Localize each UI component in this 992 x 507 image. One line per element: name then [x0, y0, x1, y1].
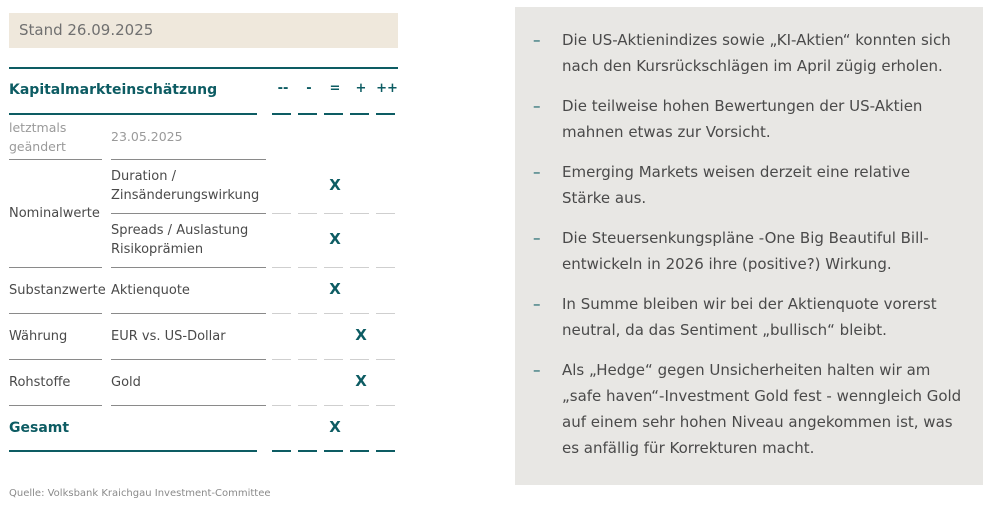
- row-rule-seg: [298, 267, 317, 268]
- dash-icon: –: [533, 295, 541, 313]
- table-title: Kapitalmarkteinschätzung: [9, 82, 218, 98]
- assessment-mark-duration: X: [329, 176, 341, 194]
- row-rule-seg: [324, 405, 343, 406]
- row-rule: [9, 359, 102, 360]
- row-rule-seg: [350, 213, 369, 214]
- item-eur-usd: EUR vs. US-Dollar: [111, 329, 226, 344]
- changed-label: letztmals geändert: [9, 120, 67, 154]
- row-rule-seg: [298, 359, 317, 360]
- header-rule-seg: [272, 113, 291, 115]
- row-rule-seg: [298, 313, 317, 314]
- row-rule: [111, 159, 266, 160]
- row-rule-seg: [324, 213, 343, 214]
- bullet-text: In Summe bleiben wir bei der Aktienquote…: [562, 295, 937, 339]
- market-assessment-table: Kapitalmarkteinschätzung -- - = + ++ let…: [9, 67, 398, 457]
- assessment-mark-aktienquote: X: [329, 280, 341, 298]
- row-rule-seg: [376, 213, 395, 214]
- item-duration: Duration / Zinsänderungswirkung: [111, 169, 260, 203]
- assessment-mark-spreads: X: [329, 230, 341, 248]
- total-label: Gesamt: [9, 420, 70, 436]
- row-rule: [111, 405, 266, 406]
- assessment-mark-eur-usd: X: [355, 326, 367, 344]
- scale-very-positive: ++: [376, 81, 398, 96]
- row-rule-seg: [272, 405, 291, 406]
- category-rohstoffe: Rohstoffe: [9, 375, 71, 390]
- item-gold: Gold: [111, 375, 141, 390]
- row-rule-seg: [298, 213, 317, 214]
- header-rule-seg: [376, 113, 395, 115]
- row-rule: [9, 405, 102, 406]
- row-rule-seg: [376, 313, 395, 314]
- row-rule: [9, 159, 102, 160]
- header-rule-seg: [324, 113, 343, 115]
- row-rule: [111, 313, 266, 314]
- row-rule-seg: [272, 213, 291, 214]
- assessment-mark-total: X: [329, 418, 341, 436]
- scale-positive: +: [355, 81, 367, 96]
- item-aktienquote: Aktienquote: [111, 283, 190, 298]
- total-rule-seg: [298, 450, 317, 452]
- row-rule: [9, 313, 102, 314]
- row-rule-seg: [324, 359, 343, 360]
- total-rule-seg: [324, 450, 343, 452]
- row-rule-seg: [324, 313, 343, 314]
- row-rule-seg: [272, 359, 291, 360]
- scale-very-negative: --: [277, 81, 289, 96]
- dash-icon: –: [533, 229, 541, 247]
- category-nominalwerte: Nominalwerte: [9, 206, 100, 221]
- row-rule-seg: [376, 359, 395, 360]
- row-rule-seg: [272, 267, 291, 268]
- bullet-text: Emerging Markets weisen derzeit eine rel…: [562, 163, 911, 207]
- row-rule-seg: [376, 405, 395, 406]
- row-rule-seg: [350, 267, 369, 268]
- date-banner: Stand 26.09.2025: [9, 13, 398, 48]
- row-rule-seg: [350, 359, 369, 360]
- total-rule: [9, 450, 257, 452]
- header-rule-seg: [350, 113, 369, 115]
- total-rule-seg: [376, 450, 395, 452]
- row-rule: [111, 267, 266, 268]
- assessment-mark-gold: X: [355, 372, 367, 390]
- header-rule: [9, 113, 257, 115]
- row-rule: [9, 267, 102, 268]
- scale-neutral: =: [329, 81, 341, 96]
- total-rule-seg: [350, 450, 369, 452]
- total-rule-seg: [272, 450, 291, 452]
- category-substanzwerte: Substanzwerte: [9, 283, 106, 298]
- dash-icon: –: [533, 31, 541, 49]
- commentary-panel: – Die US-Aktienindizes sowie „KI-Aktien“…: [515, 7, 983, 485]
- row-rule-seg: [298, 405, 317, 406]
- category-waehrung: Währung: [9, 329, 68, 344]
- row-rule-seg: [376, 267, 395, 268]
- row-rule: [111, 359, 266, 360]
- row-rule-seg: [350, 405, 369, 406]
- scale-negative: -: [306, 81, 312, 96]
- row-rule-seg: [324, 267, 343, 268]
- bullet-text: Die teilweise hohen Bewertungen der US-A…: [562, 97, 923, 141]
- source-note: Quelle: Volksbank Kraichgau Investment-C…: [9, 488, 271, 499]
- row-rule: [111, 213, 266, 214]
- dash-icon: –: [533, 361, 541, 379]
- bullet-text: Als „Hedge“ gegen Unsicherheiten halten …: [562, 361, 962, 457]
- row-rule-seg: [350, 313, 369, 314]
- table-top-rule: [9, 67, 398, 69]
- header-rule-seg: [298, 113, 317, 115]
- bullet-text: Die US-Aktienindizes sowie „KI-Aktien“ k…: [562, 31, 951, 75]
- dash-icon: –: [533, 97, 541, 115]
- dash-icon: –: [533, 163, 541, 181]
- item-spreads: Spreads / Auslastung Risikoprämien: [111, 223, 249, 257]
- bullet-text: Die Steuersenkungspläne -One Big Beautif…: [562, 229, 929, 273]
- row-rule-seg: [272, 313, 291, 314]
- changed-date: 23.05.2025: [111, 129, 183, 144]
